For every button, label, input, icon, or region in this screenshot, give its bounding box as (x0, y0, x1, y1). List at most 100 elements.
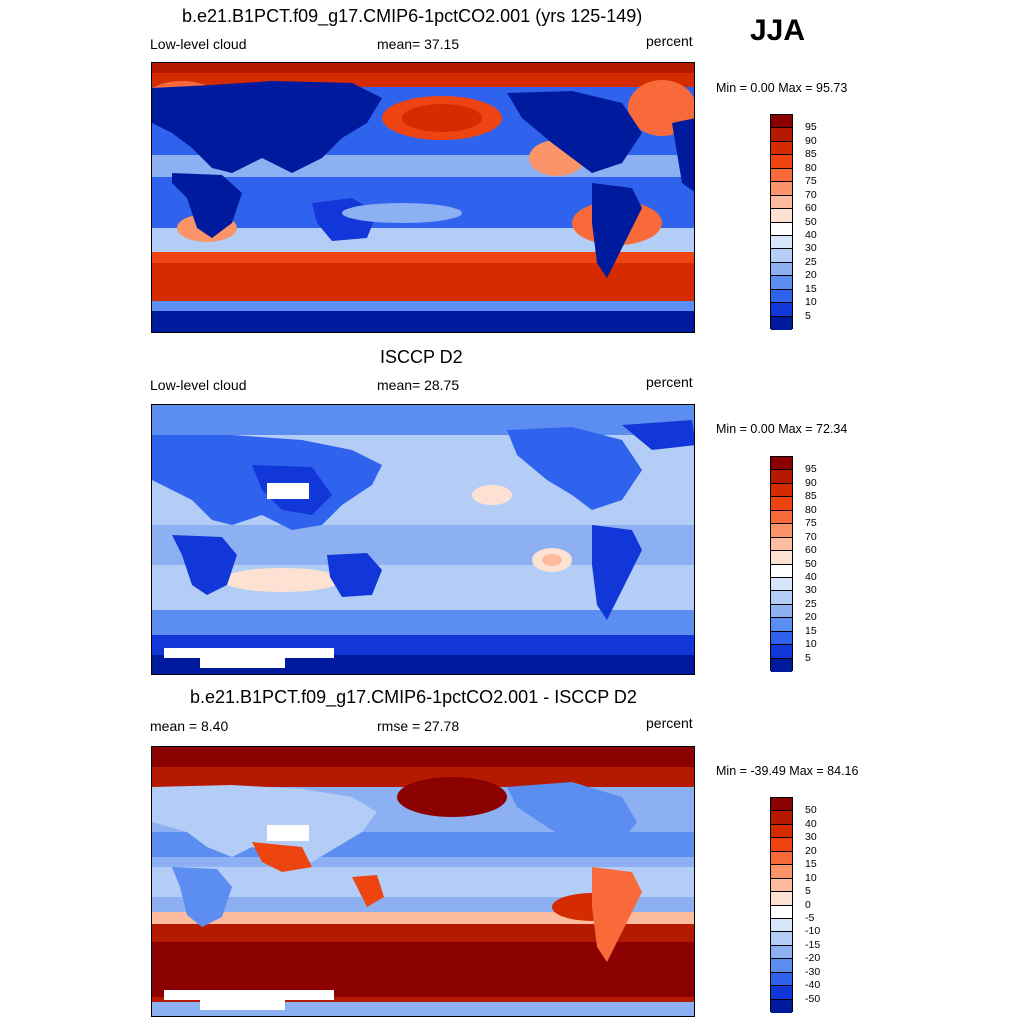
colorbar-swatch (771, 851, 792, 866)
panel1-title: b.e21.B1PCT.f09_g17.CMIP6-1pctCO2.001 (y… (182, 6, 643, 26)
panel2-map (151, 404, 695, 675)
colorbar-swatch (771, 182, 792, 196)
colorbar-tick-label: 20 (805, 844, 817, 857)
colorbar-tick-label: 50 (805, 557, 817, 570)
colorbar-tick-label: 85 (805, 148, 817, 161)
colorbar-swatch (771, 155, 792, 169)
colorbar-swatch (771, 798, 792, 812)
panel3-rmse-label: rmse = 27.78 (377, 718, 460, 734)
colorbar-tick-label: 10 (805, 296, 817, 309)
colorbar-tick-label: 20 (805, 269, 817, 282)
panel3-map (151, 746, 695, 1017)
colorbar-swatch (771, 141, 792, 156)
colorbar-swatch (771, 195, 792, 210)
colorbar-swatch (771, 457, 792, 471)
panel1-map-svg (152, 63, 694, 332)
colorbar-tick-label: 25 (805, 255, 817, 268)
colorbar-swatch (771, 262, 792, 277)
colorbar-tick-label: 80 (805, 503, 817, 516)
panel2-map-svg (152, 405, 694, 674)
colorbar-tick-label: 95 (805, 121, 817, 134)
colorbar-tick-label: 40 (805, 817, 817, 830)
panel3-colorbar (770, 797, 793, 1013)
panel3-title: b.e21.B1PCT.f09_g17.CMIP6-1pctCO2.001 - … (190, 687, 637, 707)
panel2-mean-label: mean= 28.75 (377, 377, 460, 393)
colorbar-tick-label: 70 (805, 530, 817, 543)
colorbar-swatch (771, 115, 792, 129)
colorbar-swatch (771, 945, 792, 960)
colorbar-swatch (771, 905, 792, 919)
colorbar-swatch (771, 959, 792, 973)
colorbar-tick-label: 85 (805, 490, 817, 503)
colorbar-tick-label: -10 (805, 925, 821, 938)
panel1-units-label: percent (646, 33, 693, 49)
colorbar-swatch (771, 524, 792, 538)
colorbar-swatch (771, 222, 792, 236)
colorbar-tick-label: 40 (805, 570, 817, 583)
colorbar-tick-label: 30 (805, 584, 817, 597)
colorbar-tick-label: -40 (805, 979, 821, 992)
colorbar-swatch (771, 483, 792, 498)
colorbar-swatch (771, 497, 792, 511)
panel3-units-label: percent (646, 715, 693, 731)
colorbar-swatch (771, 209, 792, 223)
colorbar-swatch (771, 303, 792, 317)
colorbar-swatch (771, 316, 792, 330)
colorbar-swatch (771, 537, 792, 552)
colorbar-tick-label: 30 (805, 242, 817, 255)
colorbar-tick-label: 25 (805, 597, 817, 610)
colorbar-swatch (771, 658, 792, 672)
colorbar-swatch (771, 577, 792, 592)
colorbar-swatch (771, 510, 792, 525)
colorbar-swatch (771, 999, 792, 1013)
colorbar-tick-label: 10 (805, 871, 817, 884)
colorbar-swatch (771, 551, 792, 565)
colorbar-swatch (771, 276, 792, 290)
colorbar-swatch (771, 645, 792, 659)
colorbar-tick-label: 60 (805, 202, 817, 215)
panel1-map (151, 62, 695, 333)
colorbar-swatch (771, 892, 792, 906)
panel3-minmax: Min = -39.49 Max = 84.16 (716, 764, 859, 778)
colorbar-swatch (771, 591, 792, 605)
colorbar-tick-label: 70 (805, 188, 817, 201)
colorbar-tick-label: 75 (805, 517, 817, 530)
colorbar-swatch (771, 838, 792, 852)
colorbar-tick-label: 60 (805, 544, 817, 557)
colorbar-tick-label: 5 (805, 309, 811, 322)
colorbar-tick-label: 0 (805, 898, 811, 911)
panel1-minmax: Min = 0.00 Max = 95.73 (716, 81, 848, 95)
colorbar-swatch (771, 235, 792, 250)
colorbar-swatch (771, 618, 792, 632)
colorbar-tick-label: -50 (805, 992, 821, 1005)
panel1-variable-label: Low-level cloud (150, 36, 247, 52)
colorbar-swatch (771, 878, 792, 893)
colorbar-tick-label: 15 (805, 282, 817, 295)
panel1-colorbar (770, 114, 793, 330)
panel1-mean-label: mean= 37.15 (377, 36, 460, 52)
panel2-title: ISCCP D2 (380, 347, 463, 367)
colorbar-tick-label: 10 (805, 638, 817, 651)
colorbar-tick-label: 90 (805, 134, 817, 147)
colorbar-tick-label: 5 (805, 651, 811, 664)
colorbar-tick-label: -5 (805, 911, 815, 924)
colorbar-tick-label: 20 (805, 611, 817, 624)
colorbar-tick-label: 75 (805, 175, 817, 188)
colorbar-swatch (771, 865, 792, 879)
colorbar-tick-label: 40 (805, 228, 817, 241)
panel2-units-label: percent (646, 374, 693, 390)
panel2-minmax: Min = 0.00 Max = 72.34 (716, 422, 848, 436)
colorbar-swatch (771, 128, 792, 142)
colorbar-tick-label: 30 (805, 831, 817, 844)
colorbar-swatch (771, 564, 792, 578)
colorbar-tick-label: -20 (805, 952, 821, 965)
colorbar-swatch (771, 824, 792, 839)
colorbar-swatch (771, 249, 792, 263)
colorbar-tick-label: 90 (805, 476, 817, 489)
colorbar-tick-label: 5 (805, 885, 811, 898)
colorbar-tick-label: 80 (805, 161, 817, 174)
colorbar-swatch (771, 972, 792, 987)
colorbar-swatch (771, 918, 792, 933)
panel3-map-svg (152, 747, 694, 1016)
colorbar-swatch (771, 470, 792, 484)
